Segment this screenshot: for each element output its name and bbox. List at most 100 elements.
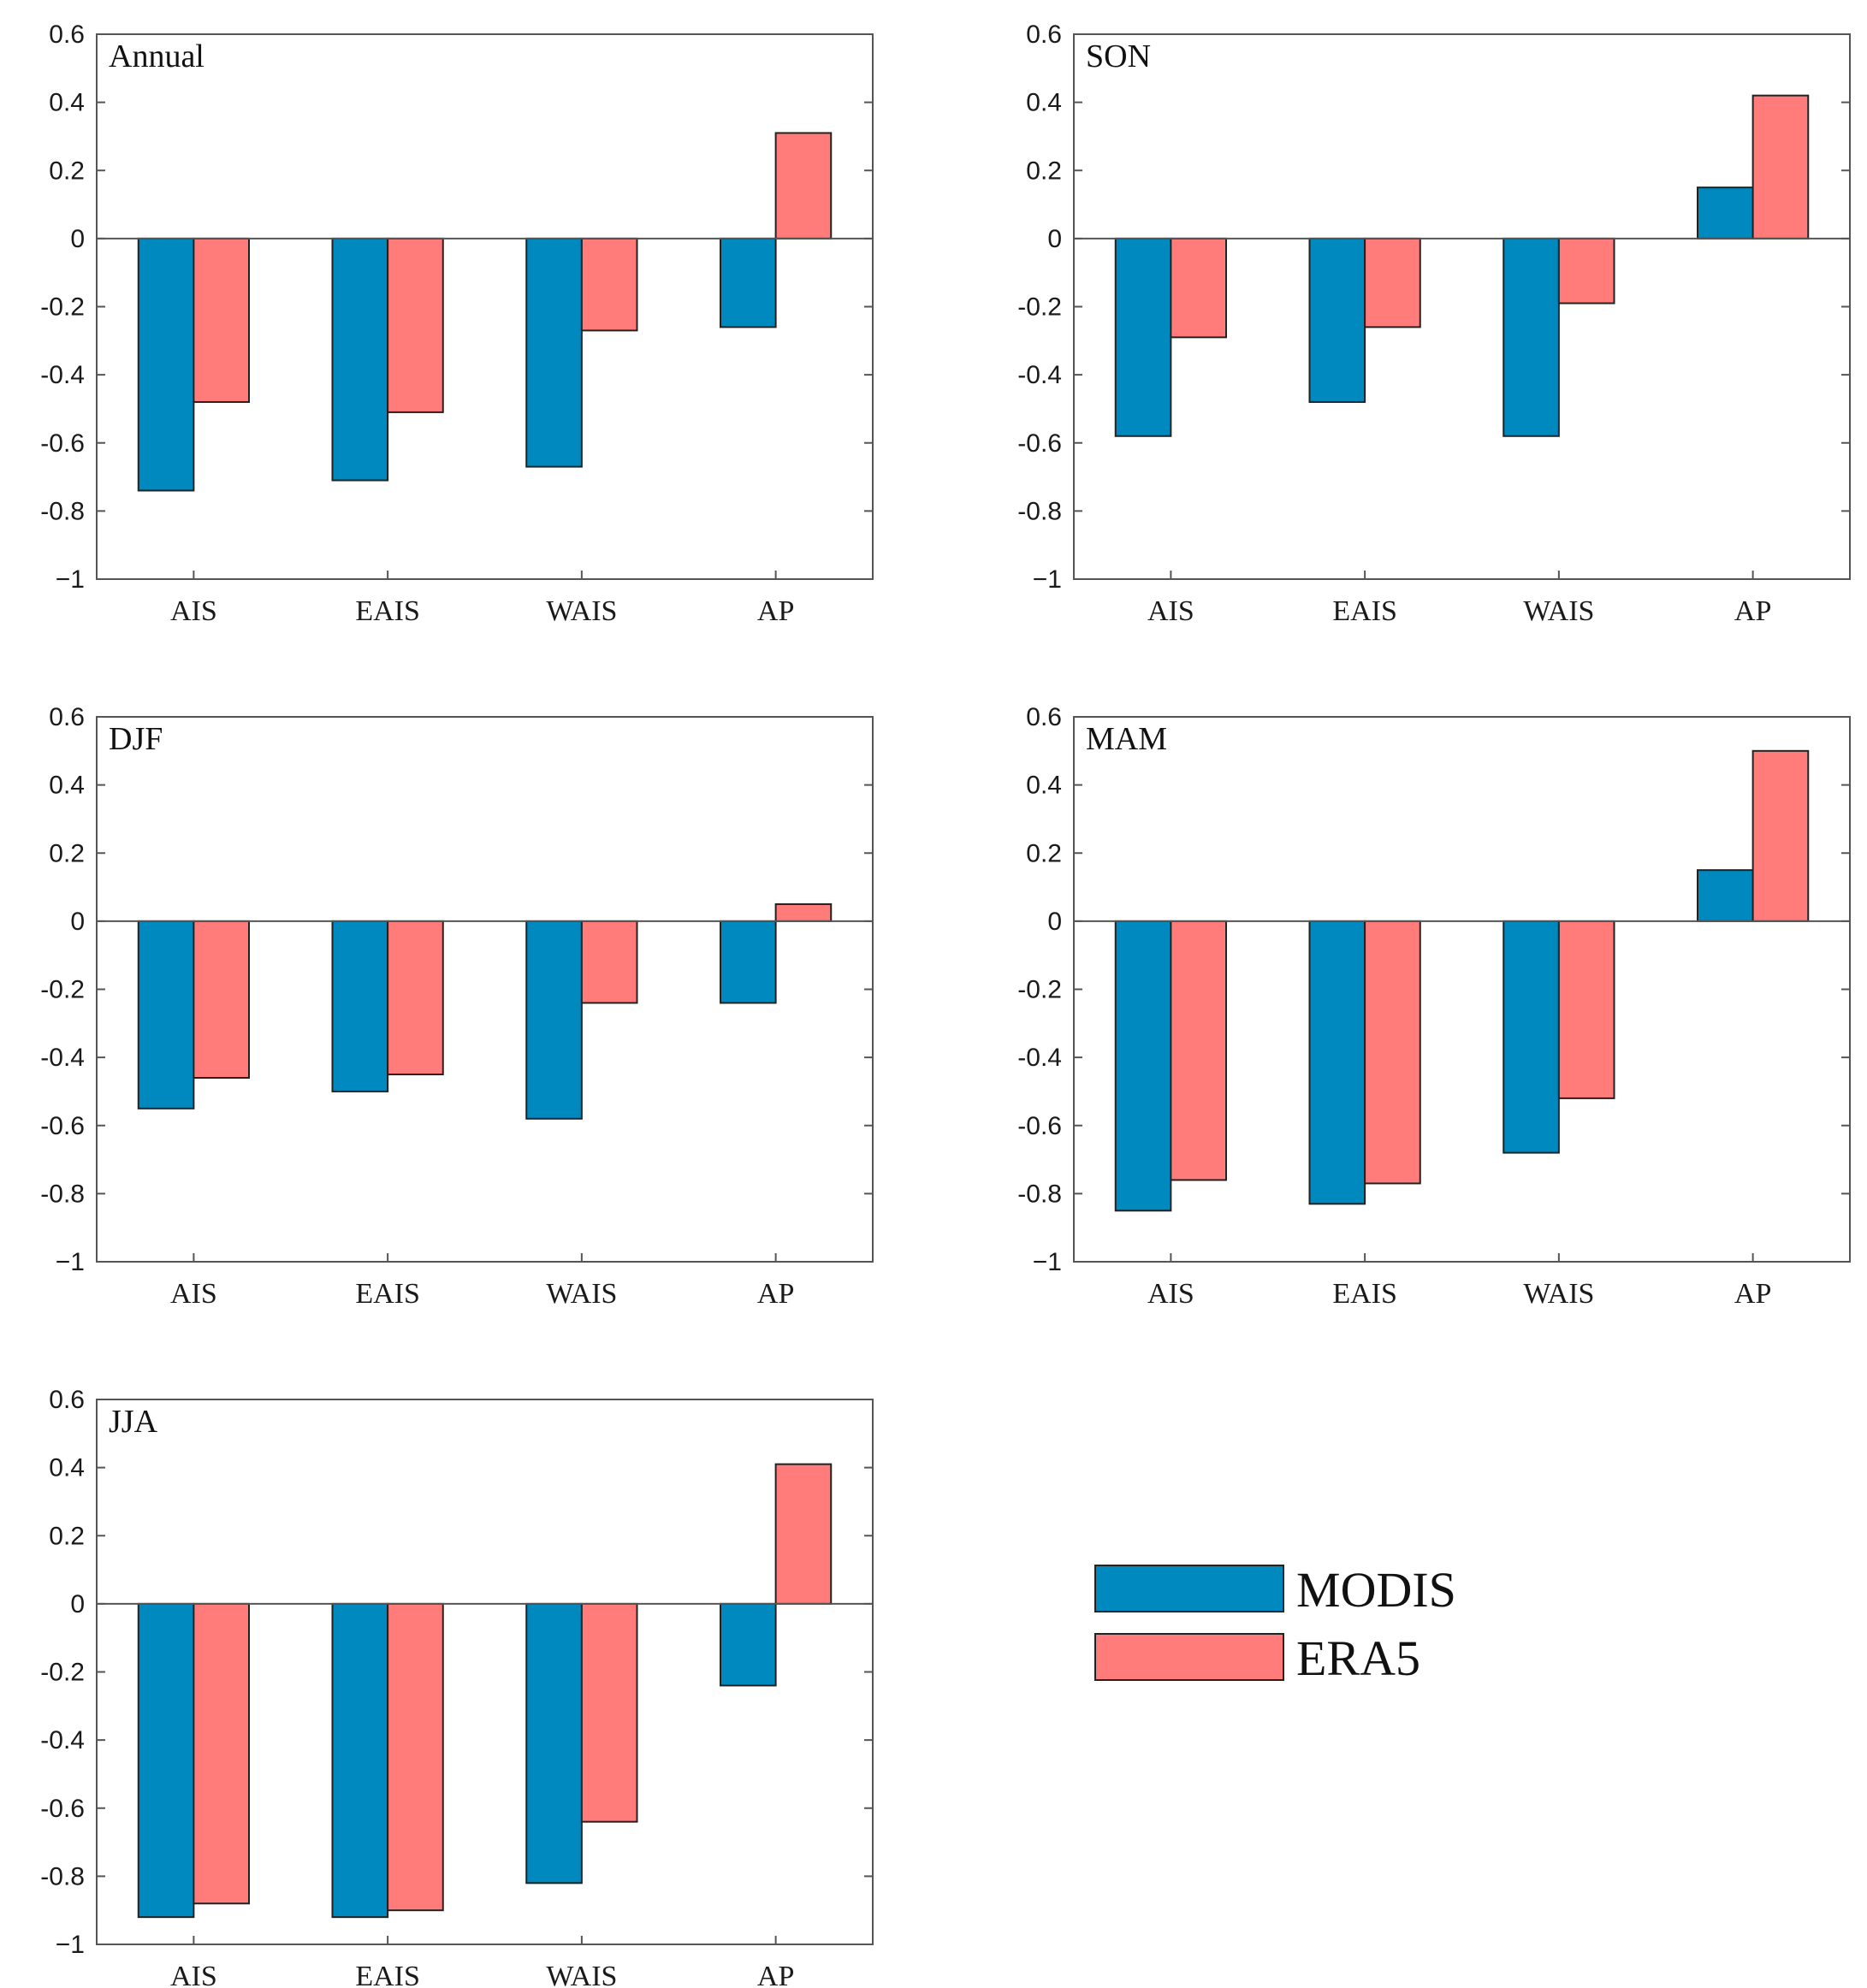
y-tick-label: −1 [56,1931,85,1959]
y-tick-label: -0.8 [40,497,85,525]
x-tick-label-eais: EAIS [355,1961,420,1988]
bar-era5-wais [1557,920,1615,1099]
bar-modis-wais [525,237,583,468]
y-tick-label: -0.2 [40,976,85,1004]
bar-modis-ap [1697,186,1754,240]
x-tick-label-ap: AP [1734,595,1771,627]
y-tick-label: -0.4 [1017,361,1062,389]
y-tick-label: 0.6 [1026,703,1062,731]
y-tick-label: -0.6 [1017,429,1062,458]
bar-era5-ap [774,132,833,240]
bar-modis-ais [137,1602,195,1919]
bar-era5-ais [193,237,250,403]
y-tick-label: −1 [1033,565,1062,594]
chart-panels: 0.6 0.4 0.2 0 -0.2 -0.4 -0.6 -0.8 −1 AIS EAIS WAIS A… [40,21,1851,1988]
panel-title: Annual [109,38,204,74]
bar-era5-ap [774,1463,833,1605]
y-tick-label: -0.4 [40,1044,85,1072]
y-tick-label: -0.2 [1017,293,1062,322]
panel-title: DJF [109,721,163,757]
x-tick-label-ap: AP [757,1961,794,1988]
y-tick-label: 0 [70,1590,85,1618]
x-tick-label-wais: WAIS [546,1278,617,1310]
y-tick-label: -0.8 [1017,497,1062,525]
bar-modis-ap [1697,869,1754,922]
panel-title: SON [1086,38,1151,74]
y-tick-label: -0.8 [40,1862,85,1890]
bar-era5-ais [193,1602,250,1905]
y-tick-label: 0.6 [49,21,85,49]
x-tick-label-ap: AP [757,595,794,627]
bar-era5-eais [1364,920,1421,1185]
x-tick-label-wais: WAIS [546,1961,617,1988]
y-tick-label: 0 [70,908,85,936]
panel-annual: 0.6 0.4 0.2 0 -0.2 -0.4 -0.6 -0.8 −1 AIS EAIS WAIS A… [40,21,874,627]
x-tick-label-ais: AIS [170,1961,217,1988]
x-tick-label-ais: AIS [170,595,217,627]
bar-modis-eais [331,237,389,482]
x-tick-label-ap: AP [757,1278,794,1310]
y-tick-label: 0 [1047,225,1062,253]
y-tick-label: 0.2 [1026,839,1062,867]
y-tick-label: 0.2 [49,1522,85,1550]
y-tick-label: -0.2 [40,1659,85,1687]
bar-modis-eais [1308,920,1366,1205]
y-tick-label: -0.6 [40,429,85,458]
bar-era5-eais [387,920,444,1076]
y-tick-label: -0.8 [1017,1180,1062,1208]
y-tick-label: 0.2 [49,157,85,185]
bar-modis-ais [137,237,195,492]
y-tick-label: −1 [56,1248,85,1276]
y-tick-label: -0.6 [40,1112,85,1140]
panel-title: MAM [1086,721,1167,757]
bar-era5-eais [387,237,444,413]
bar-modis-eais [331,920,389,1092]
bar-modis-ap [720,1602,777,1687]
bar-era5-ais [1170,920,1227,1181]
y-tick-label: −1 [1033,1248,1062,1276]
bar-modis-ais [137,920,195,1109]
bar-era5-ais [193,920,250,1080]
bar-modis-wais [1502,920,1560,1154]
x-tick-label-ais: AIS [1147,595,1194,627]
y-tick-label: 0.4 [49,772,85,800]
bar-modis-ais [1114,237,1172,437]
x-tick-label-ais: AIS [170,1278,217,1310]
x-tick-label-wais: WAIS [1523,1278,1594,1310]
y-tick-label: 0.4 [49,89,85,117]
panel-mam: 0.6 0.4 0.2 0 -0.2 -0.4 -0.6 -0.8 −1 AIS EAIS WAIS A… [1017,703,1851,1310]
y-tick-label: 0.6 [49,1386,85,1414]
bar-modis-ais [1114,920,1172,1212]
legend-label-era5: ERA5 [1296,1630,1420,1686]
y-tick-label: -0.4 [40,1726,85,1754]
bar-era5-ais [1170,237,1227,339]
y-tick-label: 0 [70,225,85,253]
x-tick-label-wais: WAIS [1523,595,1594,627]
y-tick-label: -0.2 [40,293,85,322]
x-tick-label-ais: AIS [1147,1278,1194,1310]
x-tick-label-eais: EAIS [1332,1278,1397,1310]
y-tick-label: 0.2 [49,839,85,867]
y-tick-label: 0.2 [1026,157,1062,185]
bar-era5-eais [387,1602,444,1912]
y-tick-label: -0.4 [40,361,85,389]
y-tick-label: −1 [56,565,85,594]
legend-swatch-modis [1094,1565,1284,1612]
bar-modis-wais [525,920,583,1120]
bar-era5-ap [1751,94,1810,240]
y-tick-label: 0.4 [1026,772,1062,800]
bar-modis-eais [331,1602,389,1919]
y-tick-label: -0.2 [1017,976,1062,1004]
bar-era5-wais [580,237,638,332]
y-tick-label: 0.4 [49,1454,85,1482]
y-tick-label: -0.4 [1017,1044,1062,1072]
panel-son: 0.6 0.4 0.2 0 -0.2 -0.4 -0.6 -0.8 −1 AIS EAIS WAIS A… [1017,21,1851,627]
bar-modis-ap [720,237,777,328]
bar-modis-ap [720,920,777,1004]
legend-label-modis: MODIS [1296,1562,1456,1618]
y-tick-label: 0.6 [1026,21,1062,49]
bar-era5-wais [1557,237,1615,305]
y-tick-label: 0.4 [1026,89,1062,117]
bar-era5-wais [580,1602,638,1823]
y-tick-label: -0.6 [1017,1112,1062,1140]
